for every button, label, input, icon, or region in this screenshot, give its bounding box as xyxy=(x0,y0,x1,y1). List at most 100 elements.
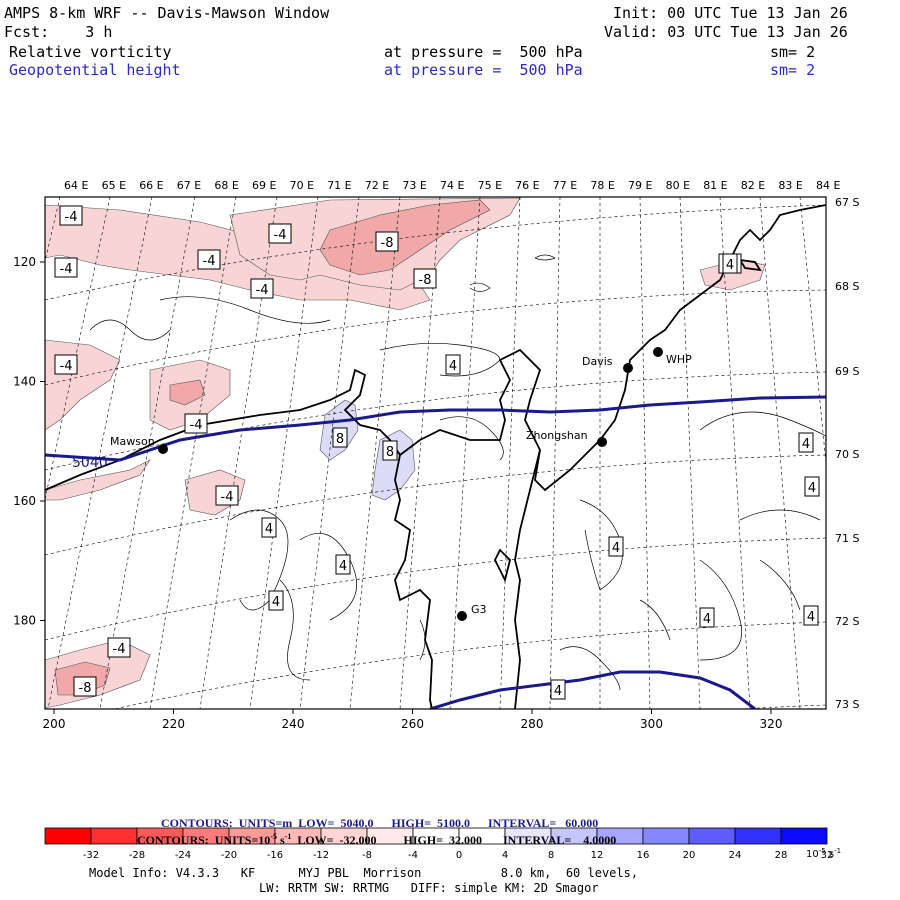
vorticity-label-box xyxy=(107,637,131,658)
lon-label: 75 E xyxy=(478,179,502,192)
scale-swatch xyxy=(642,827,690,845)
color-scale-bar: -32 -28 -24 -20 -16 -12 -8 -4 0 4 8 12 16 20 24 28 3210-… xyxy=(44,827,841,861)
scale-label: 32 xyxy=(821,850,834,861)
field1-smoothing: sm= 2 xyxy=(770,43,816,61)
field1-name: Relative vorticity xyxy=(9,43,172,61)
field2-smoothing: sm= 2 xyxy=(770,61,816,79)
vorticity-label-box xyxy=(335,554,351,575)
vorticity-label: 4 xyxy=(726,258,734,273)
vorticity-label: -4 xyxy=(60,262,73,277)
station-dot-davis xyxy=(623,363,633,373)
station-whp: WHP xyxy=(666,353,692,366)
vorticity-label-box xyxy=(59,205,83,226)
model-info-physics: LW: RRTM SW: RRTMG DIFF: simple KM: 2D S… xyxy=(259,881,599,895)
scale-label: 4 xyxy=(502,850,508,861)
station-zhongshan: Zhongshan xyxy=(526,429,588,442)
x-tick-label: 260 xyxy=(401,717,424,731)
vorticity-label: 8 xyxy=(386,445,394,460)
lat-label: 67 S xyxy=(835,196,859,209)
y-tick-label: 140 xyxy=(13,375,36,389)
lat-label: 71 S xyxy=(835,532,859,545)
lat-label: 72 S xyxy=(835,615,859,628)
station-mawson: Mawson xyxy=(110,435,155,448)
station-dot-mawson xyxy=(158,444,168,454)
vorticity-label: -4 xyxy=(190,418,203,433)
scale-label: 20 xyxy=(683,850,696,861)
vorticity-label-box xyxy=(332,427,348,448)
lon-label: 65 E xyxy=(102,179,126,192)
model-info: Model Info: V4.3.3 KF MYJ PBL Morrison 8… xyxy=(89,866,639,880)
lat-label: 73 S xyxy=(835,698,859,711)
positive-vorticity-shading xyxy=(319,399,416,501)
vorticity-label: 4 xyxy=(807,610,815,625)
field1-level: at pressure = 500 hPa xyxy=(384,43,583,61)
vorticity-label: 4 xyxy=(265,522,273,537)
vorticity-label-box xyxy=(268,223,292,244)
scale-label: -20 xyxy=(221,850,237,861)
vorticity-label-box xyxy=(608,536,624,557)
vorticity-label-box xyxy=(184,413,208,434)
vorticity-label: -8 xyxy=(381,236,394,251)
scale-label: -4 xyxy=(408,850,418,861)
y-axis-ticks: 120 140 160 180 xyxy=(13,255,45,628)
vorticity-label-box xyxy=(197,249,221,270)
chart-title: AMPS 8-km WRF -- Davis-Mawson Window xyxy=(4,4,330,22)
vorticity-label-box xyxy=(54,354,78,375)
vorticity-label: -4 xyxy=(221,490,234,505)
scale-label: 0 xyxy=(456,850,462,861)
scale-label: 12 xyxy=(591,850,604,861)
lon-label: 72 E xyxy=(365,179,389,192)
vorticity-label: -8 xyxy=(419,273,432,288)
vorticity-label-box xyxy=(798,432,814,453)
vorticity-label: -8 xyxy=(79,681,92,696)
vorticity-label: 4 xyxy=(808,481,816,496)
vorticity-label: 4 xyxy=(339,559,347,574)
vorticity-label: 4 xyxy=(612,541,620,556)
vorticity-label-box xyxy=(699,607,715,628)
graticule xyxy=(45,197,826,709)
scale-label: -32 xyxy=(83,850,99,861)
vorticity-label-box xyxy=(261,517,277,538)
lon-label: 73 E xyxy=(402,179,426,192)
vorticity-label-box xyxy=(215,485,239,506)
lon-label: 82 E xyxy=(741,179,765,192)
vorticity-label-box xyxy=(550,679,566,700)
vorticity-label: -4 xyxy=(65,210,78,225)
vorticity-label: -4 xyxy=(256,283,269,298)
scale-swatch xyxy=(44,827,92,845)
height-contour-info: CONTOURS: UNITS=m LOW= 5040.0 HIGH= 5100… xyxy=(161,816,599,830)
x-tick-label: 280 xyxy=(521,717,544,731)
vorticity-contour-info: CONTOURS: UNITS=10-5 s-1 LOW= -32.000 HI… xyxy=(137,832,617,847)
geopotential-height-contours xyxy=(45,395,826,709)
scale-label: 28 xyxy=(775,850,788,861)
lon-label: 84 E xyxy=(816,179,840,192)
vorticity-label-box xyxy=(54,257,78,278)
vorticity-label-box xyxy=(722,253,738,274)
init-time: Init: 00 UTC Tue 13 Jan 26 xyxy=(613,4,848,22)
scale-label: 8 xyxy=(548,850,554,861)
lon-label: 76 E xyxy=(515,179,539,192)
x-tick-label: 320 xyxy=(760,717,783,731)
field2-name: Geopotential height xyxy=(9,61,181,79)
scale-label: -8 xyxy=(362,850,372,861)
vorticity-label: 4 xyxy=(449,359,457,374)
lon-label: 66 E xyxy=(139,179,163,192)
station-dot-zhongshan xyxy=(597,437,607,447)
vorticity-label-box xyxy=(445,354,461,375)
scale-label: 24 xyxy=(729,850,742,861)
stations: Mawson Davis WHP Zhongshan G3 xyxy=(110,347,692,621)
valid-time: Valid: 03 UTC Tue 13 Jan 26 xyxy=(604,23,848,41)
vorticity-label: 4 xyxy=(703,612,711,627)
lon-label: 67 E xyxy=(177,179,201,192)
longitude-labels: 64 E 65 E 66 E 67 E 68 E 69 E 70 E 71 E 72 E 73 E… xyxy=(64,179,840,192)
vorticity-label: 8 xyxy=(336,432,344,447)
lon-label: 70 E xyxy=(290,179,314,192)
field2-level: at pressure = 500 hPa xyxy=(384,61,583,79)
lon-label: 79 E xyxy=(628,179,652,192)
lat-label: 69 S xyxy=(835,365,859,378)
lon-label: 74 E xyxy=(440,179,464,192)
scale-label: -28 xyxy=(129,850,145,861)
vorticity-label: 4 xyxy=(554,684,562,699)
